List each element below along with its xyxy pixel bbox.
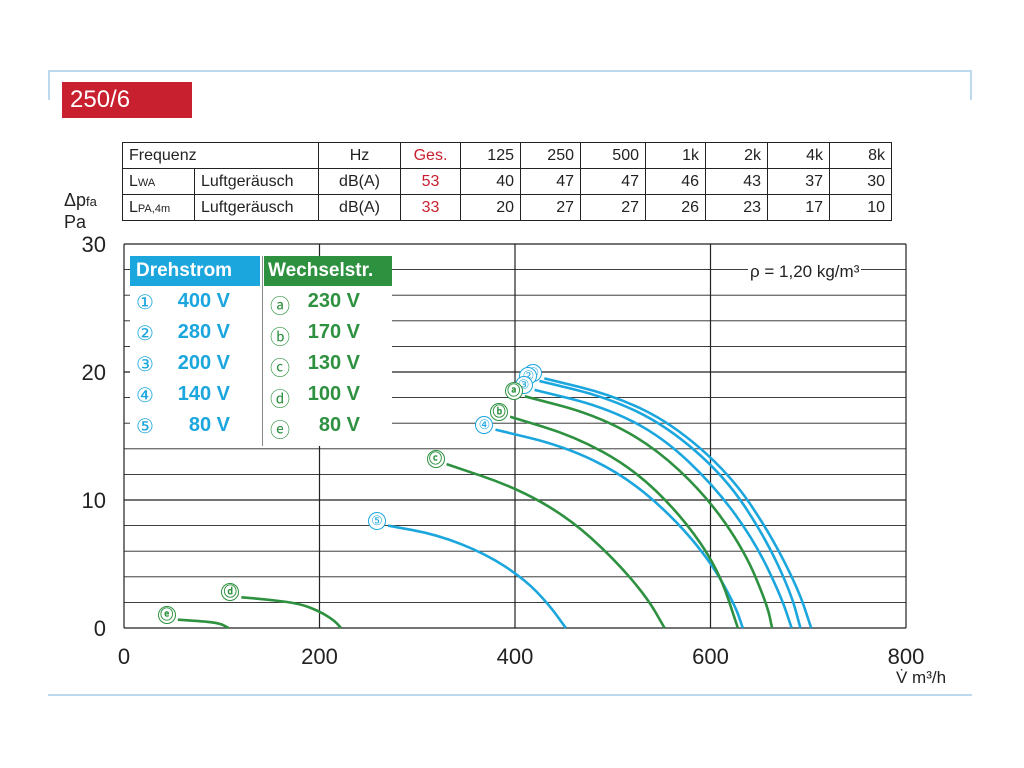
series-line bbox=[539, 379, 802, 629]
series-line bbox=[177, 618, 230, 630]
legend-title-wechselstrom: Wechselstr. bbox=[264, 256, 392, 286]
series-line bbox=[387, 524, 567, 629]
header-frequenz: Frequenz bbox=[122, 142, 319, 169]
series-line bbox=[544, 377, 813, 629]
header-8k: 8k bbox=[829, 142, 892, 169]
legend-voltage: 170 V bbox=[307, 321, 360, 343]
legend-voltage: 230 V bbox=[307, 290, 360, 312]
frame-right-edge bbox=[970, 70, 972, 100]
row-unit: dB(A) bbox=[318, 168, 401, 195]
curves bbox=[177, 377, 813, 630]
y-tick-label: 20 bbox=[82, 360, 106, 385]
x-tick-label: 0 bbox=[118, 644, 130, 669]
legend-symbol: ⓒ bbox=[270, 358, 290, 380]
legend-divider bbox=[262, 256, 263, 446]
legend-symbol: ⓑ bbox=[270, 327, 290, 349]
chart-frame bbox=[48, 70, 972, 696]
voltage-legend: Drehstrom Wechselstr. ① 400 V ② 280 V ③ 200 V… bbox=[130, 256, 392, 446]
legend-symbol: ④ bbox=[136, 385, 154, 407]
legend-voltage: 280 V bbox=[177, 321, 230, 343]
legend-voltage: 100 V bbox=[307, 383, 360, 405]
x-axis-label: V̇ m³/h bbox=[896, 668, 947, 687]
curve-marker: ⓔ bbox=[157, 605, 176, 624]
series-line bbox=[241, 595, 342, 629]
noise-table: Frequenz Hz Ges. 125 250 500 1k 2k 4k 8k… bbox=[122, 142, 892, 221]
x-tick-label: 800 bbox=[888, 644, 925, 669]
legend-symbol: ⓓ bbox=[270, 389, 290, 411]
curve-marker: ⓓ bbox=[221, 583, 240, 602]
row-symbol: LPA,4m bbox=[122, 194, 195, 221]
legend-symbol: ① bbox=[136, 292, 154, 314]
header-1k: 1k bbox=[645, 142, 706, 169]
legend-symbol: ③ bbox=[136, 354, 154, 376]
row-value: 20 bbox=[460, 194, 521, 221]
row-value: 43 bbox=[705, 168, 768, 195]
row-value: 10 bbox=[829, 194, 892, 221]
series-line bbox=[534, 388, 793, 629]
row-value: 27 bbox=[520, 194, 581, 221]
legend-symbol: ⓔ bbox=[270, 420, 290, 442]
x-tick-label: 600 bbox=[692, 644, 729, 669]
frame-left-edge bbox=[48, 70, 50, 100]
y-tick-label: 30 bbox=[82, 232, 106, 257]
curve-marker: ⓐ bbox=[504, 382, 523, 401]
curve-marker: ⓑ bbox=[490, 402, 509, 421]
series-line bbox=[524, 395, 774, 629]
row-value: 23 bbox=[705, 194, 768, 221]
legend-symbol: ② bbox=[136, 323, 154, 345]
ticks: 0 200 400 600 800 0 10 20 30 bbox=[82, 232, 925, 669]
curve-marker: ④ bbox=[475, 415, 494, 434]
row-value: 27 bbox=[580, 194, 646, 221]
series-line bbox=[446, 462, 666, 629]
table-row: LPA,4m Luftgeräusch dB(A) 33 20 27 27 26… bbox=[122, 194, 892, 221]
legend-voltage: 200 V bbox=[177, 352, 230, 374]
series-line bbox=[509, 415, 740, 629]
legend-title-drehstrom: Drehstrom bbox=[130, 256, 260, 286]
curve-marker: ⑤ bbox=[367, 511, 386, 530]
symbol-text: L bbox=[129, 172, 138, 190]
row-value: 30 bbox=[829, 168, 892, 195]
y-axis-label-text: Δp bbox=[64, 190, 87, 210]
row-unit: dB(A) bbox=[318, 194, 401, 221]
legend-voltage: 130 V bbox=[307, 352, 360, 374]
table-header-row: Frequenz Hz Ges. 125 250 500 1k 2k 4k 8k bbox=[122, 142, 892, 169]
y-tick-label: 10 bbox=[82, 488, 106, 513]
row-value: 26 bbox=[645, 194, 706, 221]
row-value: 40 bbox=[460, 168, 521, 195]
legend-voltage: 400 V bbox=[177, 290, 230, 312]
y-tick-label: 0 bbox=[94, 616, 106, 641]
model-badge: 250/6 bbox=[62, 82, 192, 118]
row-value: 17 bbox=[767, 194, 830, 221]
legend-voltage: 80 V bbox=[188, 414, 230, 436]
symbol-sub: WA bbox=[137, 176, 156, 189]
symbol-sub: PA,4m bbox=[137, 202, 171, 215]
x-tick-label: 400 bbox=[497, 644, 534, 669]
x-tick-label: 200 bbox=[301, 644, 338, 669]
row-value: 46 bbox=[645, 168, 706, 195]
symbol-text: L bbox=[129, 198, 138, 216]
legend-voltage: 80 V bbox=[318, 414, 360, 436]
header-2k: 2k bbox=[705, 142, 768, 169]
legend-symbol: ⑤ bbox=[136, 416, 154, 438]
legend-symbol: ⓐ bbox=[270, 296, 290, 318]
y-axis-unit: Pa bbox=[64, 212, 87, 232]
y-axis-label: Δpfa bbox=[64, 190, 97, 211]
density-label: ρ = 1,20 kg/m³ bbox=[748, 262, 862, 282]
row-name: Luftgeräusch bbox=[194, 194, 319, 221]
y-axis-label-sub: fa bbox=[86, 194, 97, 209]
legend-voltage: 140 V bbox=[177, 383, 230, 405]
curve-marker: ⓒ bbox=[426, 450, 445, 469]
